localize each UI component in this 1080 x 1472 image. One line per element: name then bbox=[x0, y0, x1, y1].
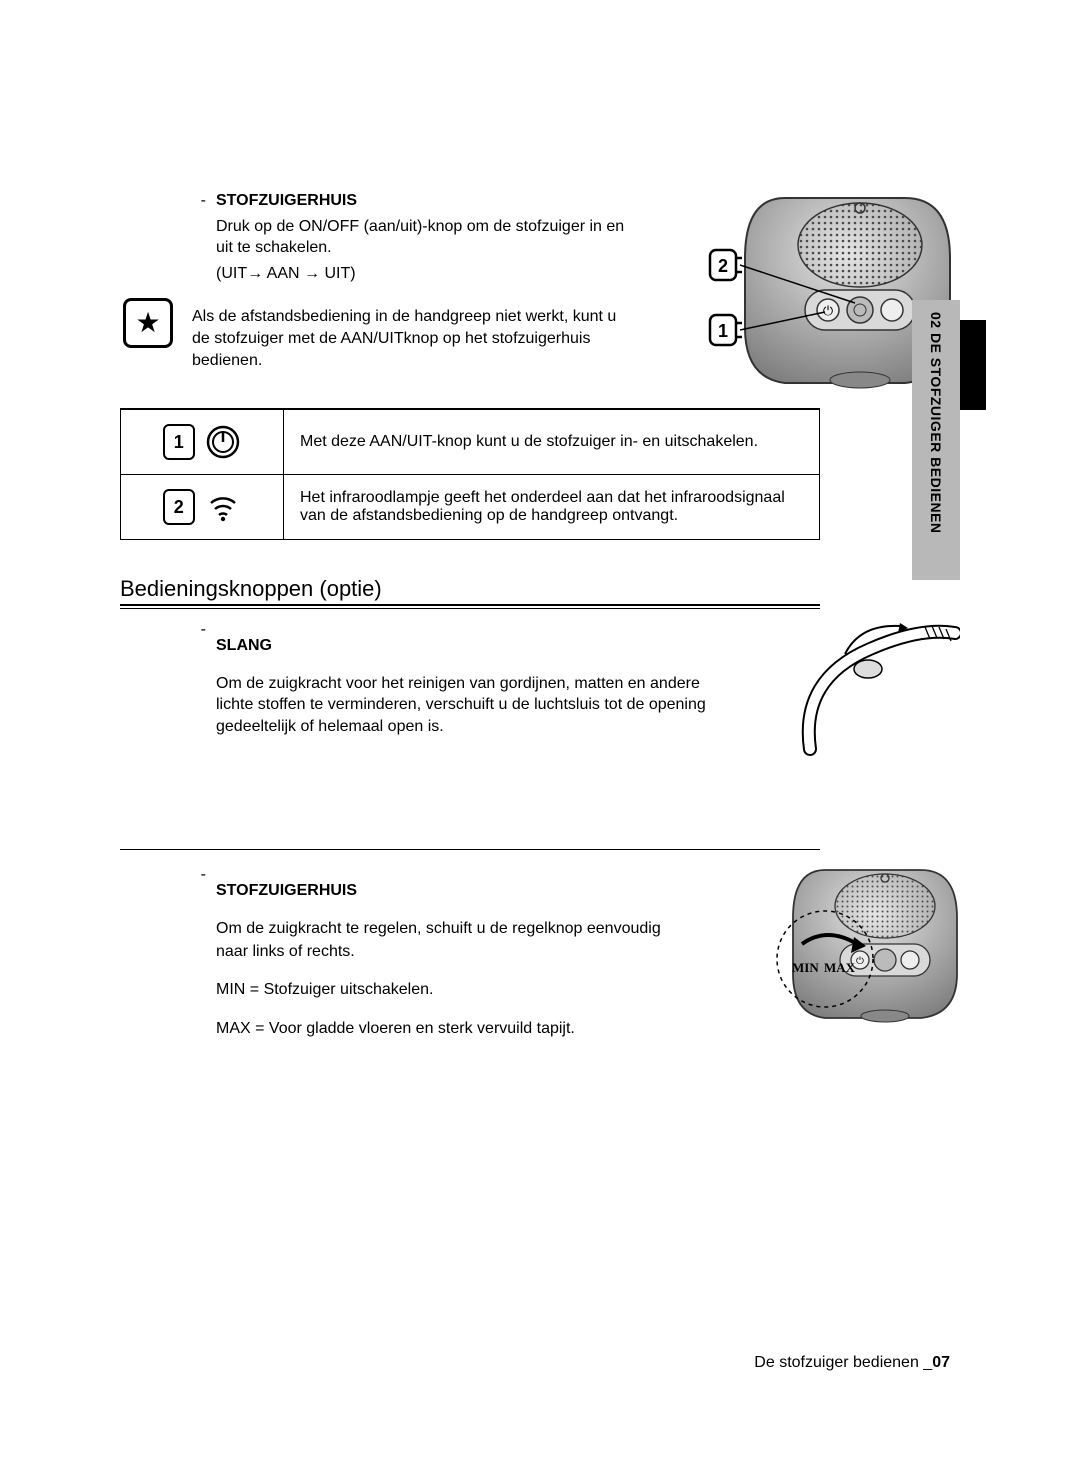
heading-stofzuigerhuis: STOFZUIGERHUIS bbox=[216, 190, 632, 212]
s3-body: - STOFZUIGERHUIS Om de zuigkracht te reg… bbox=[192, 864, 672, 1056]
ir-signal-icon bbox=[205, 489, 241, 525]
table-row: 1 Met deze AAN/UIT-knop kunt u de stofzu… bbox=[121, 410, 820, 475]
table-row: 2 Het infraroodlampje geeft het onderdee… bbox=[121, 475, 820, 540]
section-heading-text: Bedieningsknoppen (optie) bbox=[120, 576, 820, 602]
s3-block: STOFZUIGERHUIS Om de zuigkracht te regel… bbox=[216, 864, 672, 1056]
dash: - bbox=[192, 619, 206, 753]
power-icon bbox=[205, 424, 241, 460]
vacuum-svg-2: ⏻ MIN MAX bbox=[750, 864, 960, 1024]
page-footer: De stofzuiger bedienen _07 bbox=[754, 1354, 950, 1372]
dash: - bbox=[192, 864, 206, 1056]
svg-text:2: 2 bbox=[718, 256, 728, 276]
svg-text:MAX: MAX bbox=[824, 960, 856, 975]
s1-p1: Druk op de ON/OFF (aan/uit)-knop om de s… bbox=[216, 216, 632, 259]
num-box-1: 1 bbox=[163, 424, 195, 460]
chapter-tab-marker bbox=[960, 320, 986, 410]
heading-row: - STOFZUIGERHUIS Druk op de ON/OFF (aan/… bbox=[192, 190, 632, 288]
heading-block: STOFZUIGERHUIS Druk op de ON/OFF (aan/ui… bbox=[216, 190, 632, 288]
chapter-tab-label: 02 DE STOFZUIGER BEDIENEN bbox=[928, 312, 944, 534]
section-stofzuigerhuis-bottom: - STOFZUIGERHUIS Om de zuigkracht te reg… bbox=[120, 864, 960, 1056]
slang-text: Om de zuigkracht voor het reinigen van g… bbox=[216, 673, 712, 738]
s3-heading-row: - STOFZUIGERHUIS Om de zuigkracht te reg… bbox=[192, 864, 672, 1056]
svg-text:⏻: ⏻ bbox=[856, 956, 864, 967]
hose-diagram-wrap bbox=[712, 619, 960, 759]
s1-note: Als de afstandsbediening in de handgreep… bbox=[192, 306, 632, 371]
svg-text:1: 1 bbox=[718, 321, 728, 341]
hose-svg bbox=[790, 619, 960, 759]
num-box-2: 2 bbox=[163, 489, 195, 525]
page: 02 DE STOFZUIGER BEDIENEN ★ - STOFZUIGER… bbox=[0, 0, 1080, 1472]
footer-page: 07 bbox=[932, 1354, 950, 1371]
section-stofzuigerhuis-top: ★ - STOFZUIGERHUIS Druk op de ON/OFF (aa… bbox=[120, 190, 960, 390]
s1-p2: (UIT→ AAN → UIT) bbox=[216, 263, 632, 285]
rule-thin bbox=[120, 608, 820, 609]
dash: - bbox=[192, 190, 206, 288]
heading-stofzuigerhuis-2: STOFZUIGERHUIS bbox=[216, 880, 672, 902]
section-heading-bedieningsknoppen: Bedieningsknoppen (optie) bbox=[120, 576, 820, 609]
star-note-icon: ★ bbox=[123, 298, 173, 348]
rule-thick bbox=[120, 604, 820, 606]
slang-heading-row: - SLANG Om de zuigkracht voor het reinig… bbox=[192, 619, 712, 753]
s3-p3: MAX = Voor gladde vloeren en sterk vervu… bbox=[216, 1018, 672, 1040]
note-icon-column: ★ bbox=[120, 190, 176, 348]
row1-text: Met deze AAN/UIT-knop kunt u de stofzuig… bbox=[284, 410, 820, 475]
s3-p1: Om de zuigkracht te regelen, schuift u d… bbox=[216, 918, 672, 963]
svg-text:⏻: ⏻ bbox=[823, 303, 833, 318]
svg-text:MIN: MIN bbox=[792, 960, 819, 975]
slang-block: SLANG Om de zuigkracht voor het reinigen… bbox=[216, 619, 712, 753]
row1-icons: 1 bbox=[121, 410, 284, 475]
s3-p2: MIN = Stofzuiger uitschakelen. bbox=[216, 979, 672, 1001]
row2-icons: 2 bbox=[121, 475, 284, 540]
section1-text: - STOFZUIGERHUIS Druk op de ON/OFF (aan/… bbox=[192, 190, 632, 375]
footer-text: De stofzuiger bedienen _ bbox=[754, 1354, 932, 1371]
slang-body: - SLANG Om de zuigkracht voor het reinig… bbox=[192, 619, 712, 753]
button-table: 1 Met deze AAN/UIT-knop kunt u de stofzu… bbox=[120, 409, 820, 540]
chapter-tab: 02 DE STOFZUIGER BEDIENEN bbox=[912, 300, 960, 580]
divider-2 bbox=[120, 849, 820, 850]
row2-text: Het infraroodlampje geeft het onderdeel … bbox=[284, 475, 820, 540]
section-slang: - SLANG Om de zuigkracht voor het reinig… bbox=[120, 619, 960, 759]
vacuum-diagram-2-wrap: ⏻ MIN MAX bbox=[672, 864, 960, 1024]
heading-slang: SLANG bbox=[216, 635, 712, 657]
